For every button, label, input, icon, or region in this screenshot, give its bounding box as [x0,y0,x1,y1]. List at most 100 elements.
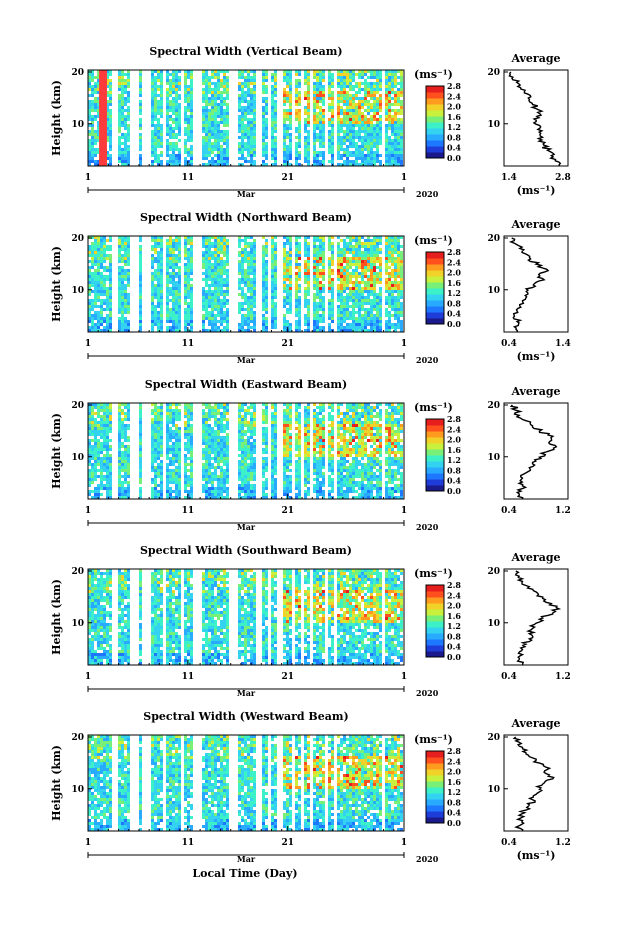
heatmap-cell [175,257,178,260]
heatmap-cell [109,127,112,130]
heatmap-cell [91,466,94,469]
heatmap-cell [211,326,214,329]
heatmap-cell [118,296,121,299]
heatmap-cell [355,121,358,124]
heatmap-cell [322,251,325,254]
heatmap-cell [298,85,301,88]
heatmap-cell [121,487,124,490]
heatmap-cell [109,415,112,418]
x-tick-label: 1 [401,173,407,183]
heatmap-cell [250,160,253,163]
heatmap-cell [166,251,169,254]
heatmap-cell [157,245,160,248]
heatmap-cell [286,323,289,326]
heatmap-cell [172,257,175,260]
heatmap-cell [187,106,190,109]
heatmap-cell [151,82,154,85]
heatmap-cell [220,106,223,109]
heatmap-cell [187,130,190,133]
heatmap-cell [190,251,193,254]
heatmap-cell [370,118,373,121]
heatmap-cell [262,100,265,103]
heatmap-cell [250,154,253,157]
heatmap-cell [160,326,163,329]
heatmap-cell [343,133,346,136]
heatmap-cell [274,85,277,88]
heatmap-cell [154,251,157,254]
heatmap-cell [160,245,163,248]
heatmap-cell [271,260,274,263]
heatmap-cell [178,287,181,290]
heatmap-cell [304,118,307,121]
heatmap-cell [211,308,214,311]
heatmap-cell [166,317,169,320]
average-y-tick-label: 10 [487,120,500,130]
heatmap-cell [154,445,157,448]
heatmap-cell [202,293,205,296]
heatmap-cell [355,163,358,166]
heatmap-cell [220,284,223,287]
heatmap-cell [91,463,94,466]
heatmap-cell [223,160,226,163]
heatmap-cell [298,302,301,305]
heatmap-cell [253,266,256,269]
heatmap-cell [289,251,292,254]
heatmap-cell [349,314,352,317]
heatmap-cell [139,490,142,493]
heatmap-cell [184,145,187,148]
heatmap-cell [223,73,226,76]
heatmap-cell [253,124,256,127]
heatmap-cell [373,85,376,88]
heatmap-cell [151,112,154,115]
heatmap-cell [127,157,130,160]
heatmap-cell [361,242,364,245]
heatmap-cell [361,163,364,166]
heatmap-cell [91,103,94,106]
heatmap-cell [349,121,352,124]
heatmap-cell [226,281,229,284]
heatmap-cell [139,163,142,166]
heatmap-cell [121,106,124,109]
heatmap-cell [307,130,310,133]
heatmap-cell [388,305,391,308]
heatmap-cell [127,136,130,139]
heatmap-cell [298,163,301,166]
heatmap-cell [106,79,109,82]
heatmap-cell [166,275,169,278]
heatmap-cell [247,124,250,127]
heatmap-cell [385,79,388,82]
heatmap-cell [298,151,301,154]
heatmap-cell [343,302,346,305]
heatmap-cell [244,296,247,299]
heatmap-cell [355,326,358,329]
heatmap-cell [379,293,382,296]
heatmap-cell [352,145,355,148]
heatmap-cell [391,314,394,317]
heatmap-cell [340,88,343,91]
heatmap-cell [187,317,190,320]
heatmap-cell [187,115,190,118]
heatmap-cell [391,70,394,73]
heatmap-cell [265,154,268,157]
heatmap-cell [253,329,256,332]
heatmap-cell [352,121,355,124]
heatmap-cell [364,82,367,85]
heatmap-cell [265,112,268,115]
heatmap-cell [343,73,346,76]
heatmap-cell [202,326,205,329]
heatmap-cell [190,91,193,94]
heatmap-cell [328,121,331,124]
heatmap-cell [328,317,331,320]
heatmap-cell [304,287,307,290]
heatmap-cell [124,427,127,430]
heatmap-cell [385,142,388,145]
heatmap-cell [118,403,121,406]
heatmap-cell [157,287,160,290]
heatmap-cell [265,97,268,100]
heatmap-cell [262,145,265,148]
heatmap-cell [139,302,142,305]
heatmap-cell [160,287,163,290]
heatmap-cell [388,76,391,79]
heatmap-cell [187,278,190,281]
heatmap-cell [388,260,391,263]
